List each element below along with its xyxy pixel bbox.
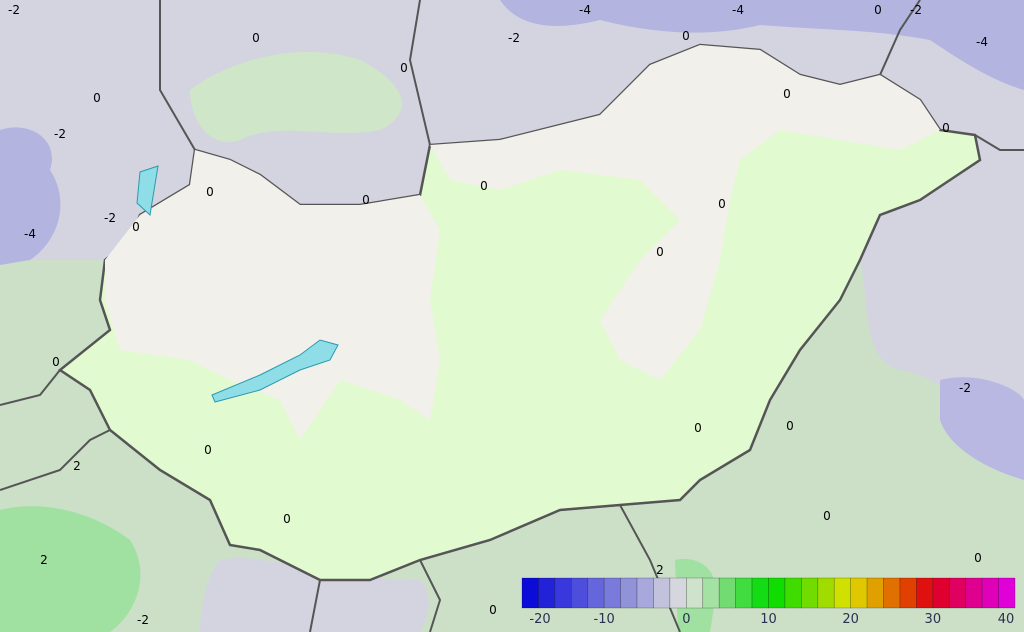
- contour-label: 0: [783, 87, 791, 101]
- contour-label: 0: [823, 509, 831, 523]
- colorbar-cell: [570, 577, 589, 609]
- colorbar-tick-label: 40: [998, 612, 1015, 627]
- colorbar-cell: [850, 577, 868, 609]
- colorbar-cell: [899, 577, 917, 609]
- contour-label: -4: [976, 35, 988, 49]
- hungary-light-region-northeast: [430, 45, 940, 380]
- colorbar-cell: [801, 577, 819, 609]
- contour-label: 0: [204, 443, 212, 457]
- colorbar-cell: [669, 577, 687, 609]
- contour-label: 0: [974, 551, 982, 565]
- colorbar-cell: [620, 577, 638, 609]
- colorbar-cell: [784, 577, 802, 609]
- contour-label: 0: [942, 121, 950, 135]
- south-lavender-patch: [200, 557, 429, 632]
- contour-label: 0: [206, 185, 214, 199]
- hungary-light-region-west: [105, 150, 440, 440]
- contour-label: 0: [362, 193, 370, 207]
- contour-label: -4: [24, 227, 36, 241]
- colorbar-cell: [998, 577, 1016, 609]
- colorbar-cell: [833, 577, 851, 609]
- green-patch-southwest: [0, 506, 141, 632]
- colorbar-cell: [587, 577, 605, 609]
- contour-label: 0: [93, 91, 101, 105]
- colorbar: -20 -10 0 10 20 30 40: [521, 577, 1016, 627]
- colorbar-cell: [751, 577, 769, 609]
- contour-label: 0: [252, 31, 260, 45]
- contour-label: -4: [732, 3, 744, 17]
- contour-label: 0: [283, 512, 291, 526]
- colorbar-cell: [768, 577, 786, 609]
- contour-label: 2: [40, 553, 48, 567]
- contour-label: -4: [579, 3, 591, 17]
- colorbar-cell: [883, 577, 901, 609]
- colorbar-cell: [686, 577, 704, 609]
- colorbar-cell: [916, 577, 934, 609]
- contour-label: -2: [959, 381, 971, 395]
- colorbar-tick-label: 0: [682, 612, 690, 627]
- cold-patch-east: [940, 377, 1024, 480]
- colorbar-cell: [521, 577, 539, 609]
- contour-label: 2: [73, 459, 81, 473]
- lake-balaton: [211, 339, 339, 403]
- lake-neusiedl: [136, 165, 159, 216]
- contour-label: 0: [132, 220, 140, 234]
- colorbar-cell: [636, 577, 654, 609]
- colorbar-cell: [603, 577, 621, 609]
- contour-label: 0: [718, 197, 726, 211]
- colorbar-cell: [817, 577, 835, 609]
- colorbar-tick-label: 20: [842, 612, 859, 627]
- contour-label: 0: [682, 29, 690, 43]
- contour-label: -2: [137, 613, 149, 627]
- contour-label: -2: [54, 127, 66, 141]
- colorbar-tick-label: -10: [594, 612, 615, 627]
- contour-label: -2: [8, 3, 20, 17]
- colorbar-tick-label: -20: [529, 612, 550, 627]
- green-patch-north: [190, 51, 402, 142]
- colorbar-tick-label: 30: [925, 612, 942, 627]
- contour-label: 0: [694, 421, 702, 435]
- cold-patch-northeast: [500, 0, 1024, 90]
- colorbar-tick-label: 10: [760, 612, 777, 627]
- contour-label: 0: [52, 355, 60, 369]
- contour-label: 0: [489, 603, 497, 617]
- colorbar-cell: [932, 577, 950, 609]
- contour-label: 2: [656, 563, 664, 577]
- contour-label: 0: [786, 419, 794, 433]
- cold-patch-west: [0, 127, 61, 265]
- contour-label: 0: [400, 61, 408, 75]
- colorbar-cell: [981, 577, 999, 609]
- colorbar-cell: [948, 577, 966, 609]
- contour-label: -2: [508, 31, 520, 45]
- contour-label: 0: [874, 3, 882, 17]
- contour-label: 0: [480, 179, 488, 193]
- colorbar-cell: [653, 577, 671, 609]
- contour-label: -2: [104, 211, 116, 225]
- contour-label: -2: [910, 3, 922, 17]
- colorbar-cell: [866, 577, 884, 609]
- colorbar-cell: [702, 577, 720, 609]
- colorbar-cell: [538, 577, 556, 609]
- colorbar-cell: [554, 577, 572, 609]
- colorbar-cell: [965, 577, 983, 609]
- colorbar-cell: [735, 577, 753, 609]
- contour-label: 0: [656, 245, 664, 259]
- colorbar-cell: [718, 577, 736, 609]
